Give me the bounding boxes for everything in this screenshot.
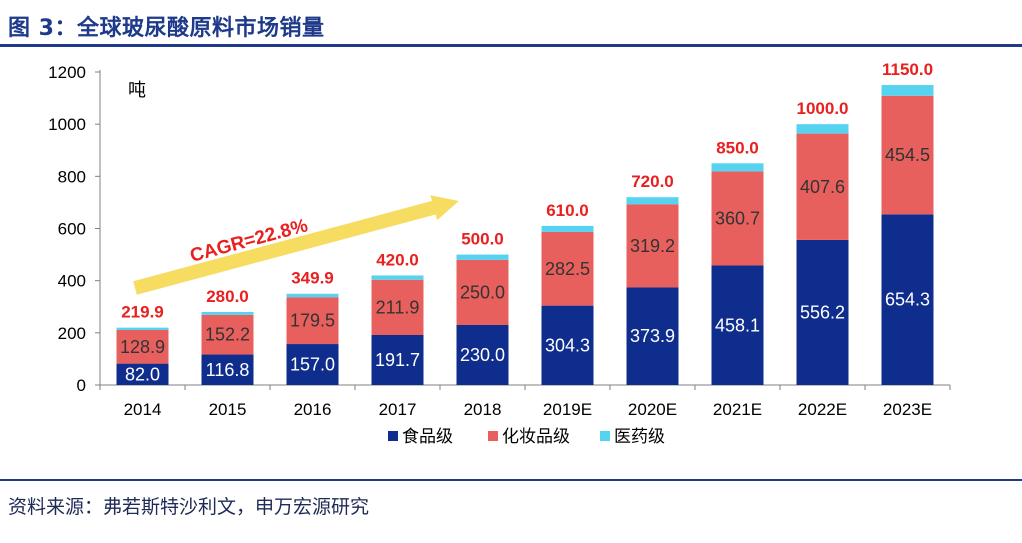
segment-value-label: 128.9 <box>120 337 165 357</box>
x-tick-label: 2022E <box>798 400 847 419</box>
footer-divider <box>0 479 1022 481</box>
bar-segment <box>456 325 509 385</box>
bar-segment <box>456 259 509 326</box>
total-value-label: 850.0 <box>716 138 759 157</box>
segment-value-label: 157.0 <box>290 355 335 375</box>
title-divider <box>0 44 1022 47</box>
y-tick-label: 1000 <box>48 115 86 134</box>
bar-segment <box>881 85 934 96</box>
x-tick-label: 2021E <box>713 400 762 419</box>
total-value-label: 1150.0 <box>882 60 933 79</box>
bar-segment <box>201 314 254 355</box>
bar-segment <box>626 197 679 205</box>
chart-data-labels: 82.0 128.9 219.9 116.8 152.2 280.0 157.0 179.5 3… <box>120 60 933 384</box>
segment-value-label: 211.9 <box>376 297 420 317</box>
legend-label: 医药级 <box>614 427 665 447</box>
total-value-label: 720.0 <box>631 172 674 191</box>
bar-segment <box>286 297 339 345</box>
legend-swatch <box>488 431 498 441</box>
bar-segment <box>541 225 594 232</box>
legend-swatch <box>600 431 610 441</box>
legend-swatch <box>388 431 398 441</box>
bar-segment <box>541 305 594 385</box>
y-tick-label: 600 <box>58 220 86 239</box>
bar-segment <box>371 334 424 385</box>
bar-segment <box>201 311 254 315</box>
bar-segment <box>626 204 679 288</box>
segment-value-label: 407.6 <box>800 177 845 197</box>
segment-value-label: 654.3 <box>885 290 930 310</box>
x-tick-label: 2015 <box>209 400 247 419</box>
legend-label: 食品级 <box>402 427 453 447</box>
x-tick-label: 2018 <box>464 400 502 419</box>
bar-segment <box>116 329 169 364</box>
segment-value-label: 116.8 <box>206 360 250 380</box>
total-value-label: 219.9 <box>121 303 164 322</box>
chart-axes: 0 200 400 600 800 1000 1200 吨 2014 2015 2016 2017 20… <box>48 63 951 419</box>
bar-segment <box>711 265 764 385</box>
bar-segment <box>456 254 509 260</box>
y-tick-label: 400 <box>58 272 86 291</box>
segment-value-label: 179.5 <box>290 311 335 331</box>
bar-segment <box>796 124 849 134</box>
x-tick-label: 2014 <box>124 400 162 419</box>
bar-segment <box>541 231 594 306</box>
bar-segment <box>881 95 934 215</box>
bar-segment <box>711 163 764 172</box>
segment-value-label: 556.2 <box>800 302 845 322</box>
bar-segment <box>371 279 424 335</box>
y-unit-label: 吨 <box>128 80 146 101</box>
bar-segment <box>796 133 849 240</box>
segment-value-label: 191.7 <box>375 350 420 370</box>
bar-segment <box>711 171 764 266</box>
segment-value-label: 82.0 <box>125 364 160 384</box>
x-tick-label: 2019E <box>543 400 592 419</box>
x-tick-label: 2017 <box>379 400 417 419</box>
y-tick-label: 800 <box>58 167 86 186</box>
total-value-label: 610.0 <box>546 201 589 220</box>
chart-bars <box>116 85 934 385</box>
total-value-label: 1000.0 <box>797 99 849 118</box>
chart-legend: 食品级 化妆品级 医药级 <box>388 427 665 447</box>
segment-value-label: 454.5 <box>885 145 930 165</box>
page-title: 图 3：全球玻尿酸原料市场销量 <box>8 16 325 41</box>
cagr-arrow <box>133 195 459 295</box>
bar-segment <box>371 275 424 280</box>
y-tick-label: 1200 <box>48 63 86 82</box>
legend-label: 化妆品级 <box>502 427 570 447</box>
x-tick-label: 2020E <box>628 400 677 419</box>
total-value-label: 420.0 <box>376 250 419 269</box>
bar-segment <box>796 239 849 385</box>
segment-value-label: 304.3 <box>545 335 590 355</box>
segment-value-label: 360.7 <box>715 208 760 228</box>
bar-segment <box>201 354 254 385</box>
segment-value-label: 458.1 <box>715 315 760 335</box>
bar-segment <box>626 287 679 385</box>
bar-segment <box>116 363 169 385</box>
total-value-label: 280.0 <box>206 287 249 306</box>
segment-value-label: 373.9 <box>630 326 675 346</box>
source-note: 资料来源：弗若斯特沙利文，申万宏源研究 <box>8 496 370 518</box>
segment-value-label: 250.0 <box>460 282 505 302</box>
segment-value-label: 319.2 <box>630 236 675 256</box>
x-tick-label: 2016 <box>294 400 332 419</box>
segment-value-label: 152.2 <box>205 325 250 345</box>
total-value-label: 500.0 <box>461 230 504 249</box>
y-tick-label: 200 <box>58 324 86 343</box>
segment-value-label: 282.5 <box>545 259 590 279</box>
y-tick-label: 0 <box>77 376 86 395</box>
bar-segment <box>881 214 934 385</box>
bar-segment <box>286 293 339 298</box>
total-value-label: 349.9 <box>291 269 334 288</box>
bar-segment <box>116 327 169 330</box>
stacked-bar-chart: 0 200 400 600 800 1000 1200 吨 2014 2015 2016 2017 20… <box>48 60 951 447</box>
bar-segment <box>286 344 339 385</box>
segment-value-label: 230.0 <box>460 345 505 365</box>
x-tick-label: 2023E <box>883 400 932 419</box>
